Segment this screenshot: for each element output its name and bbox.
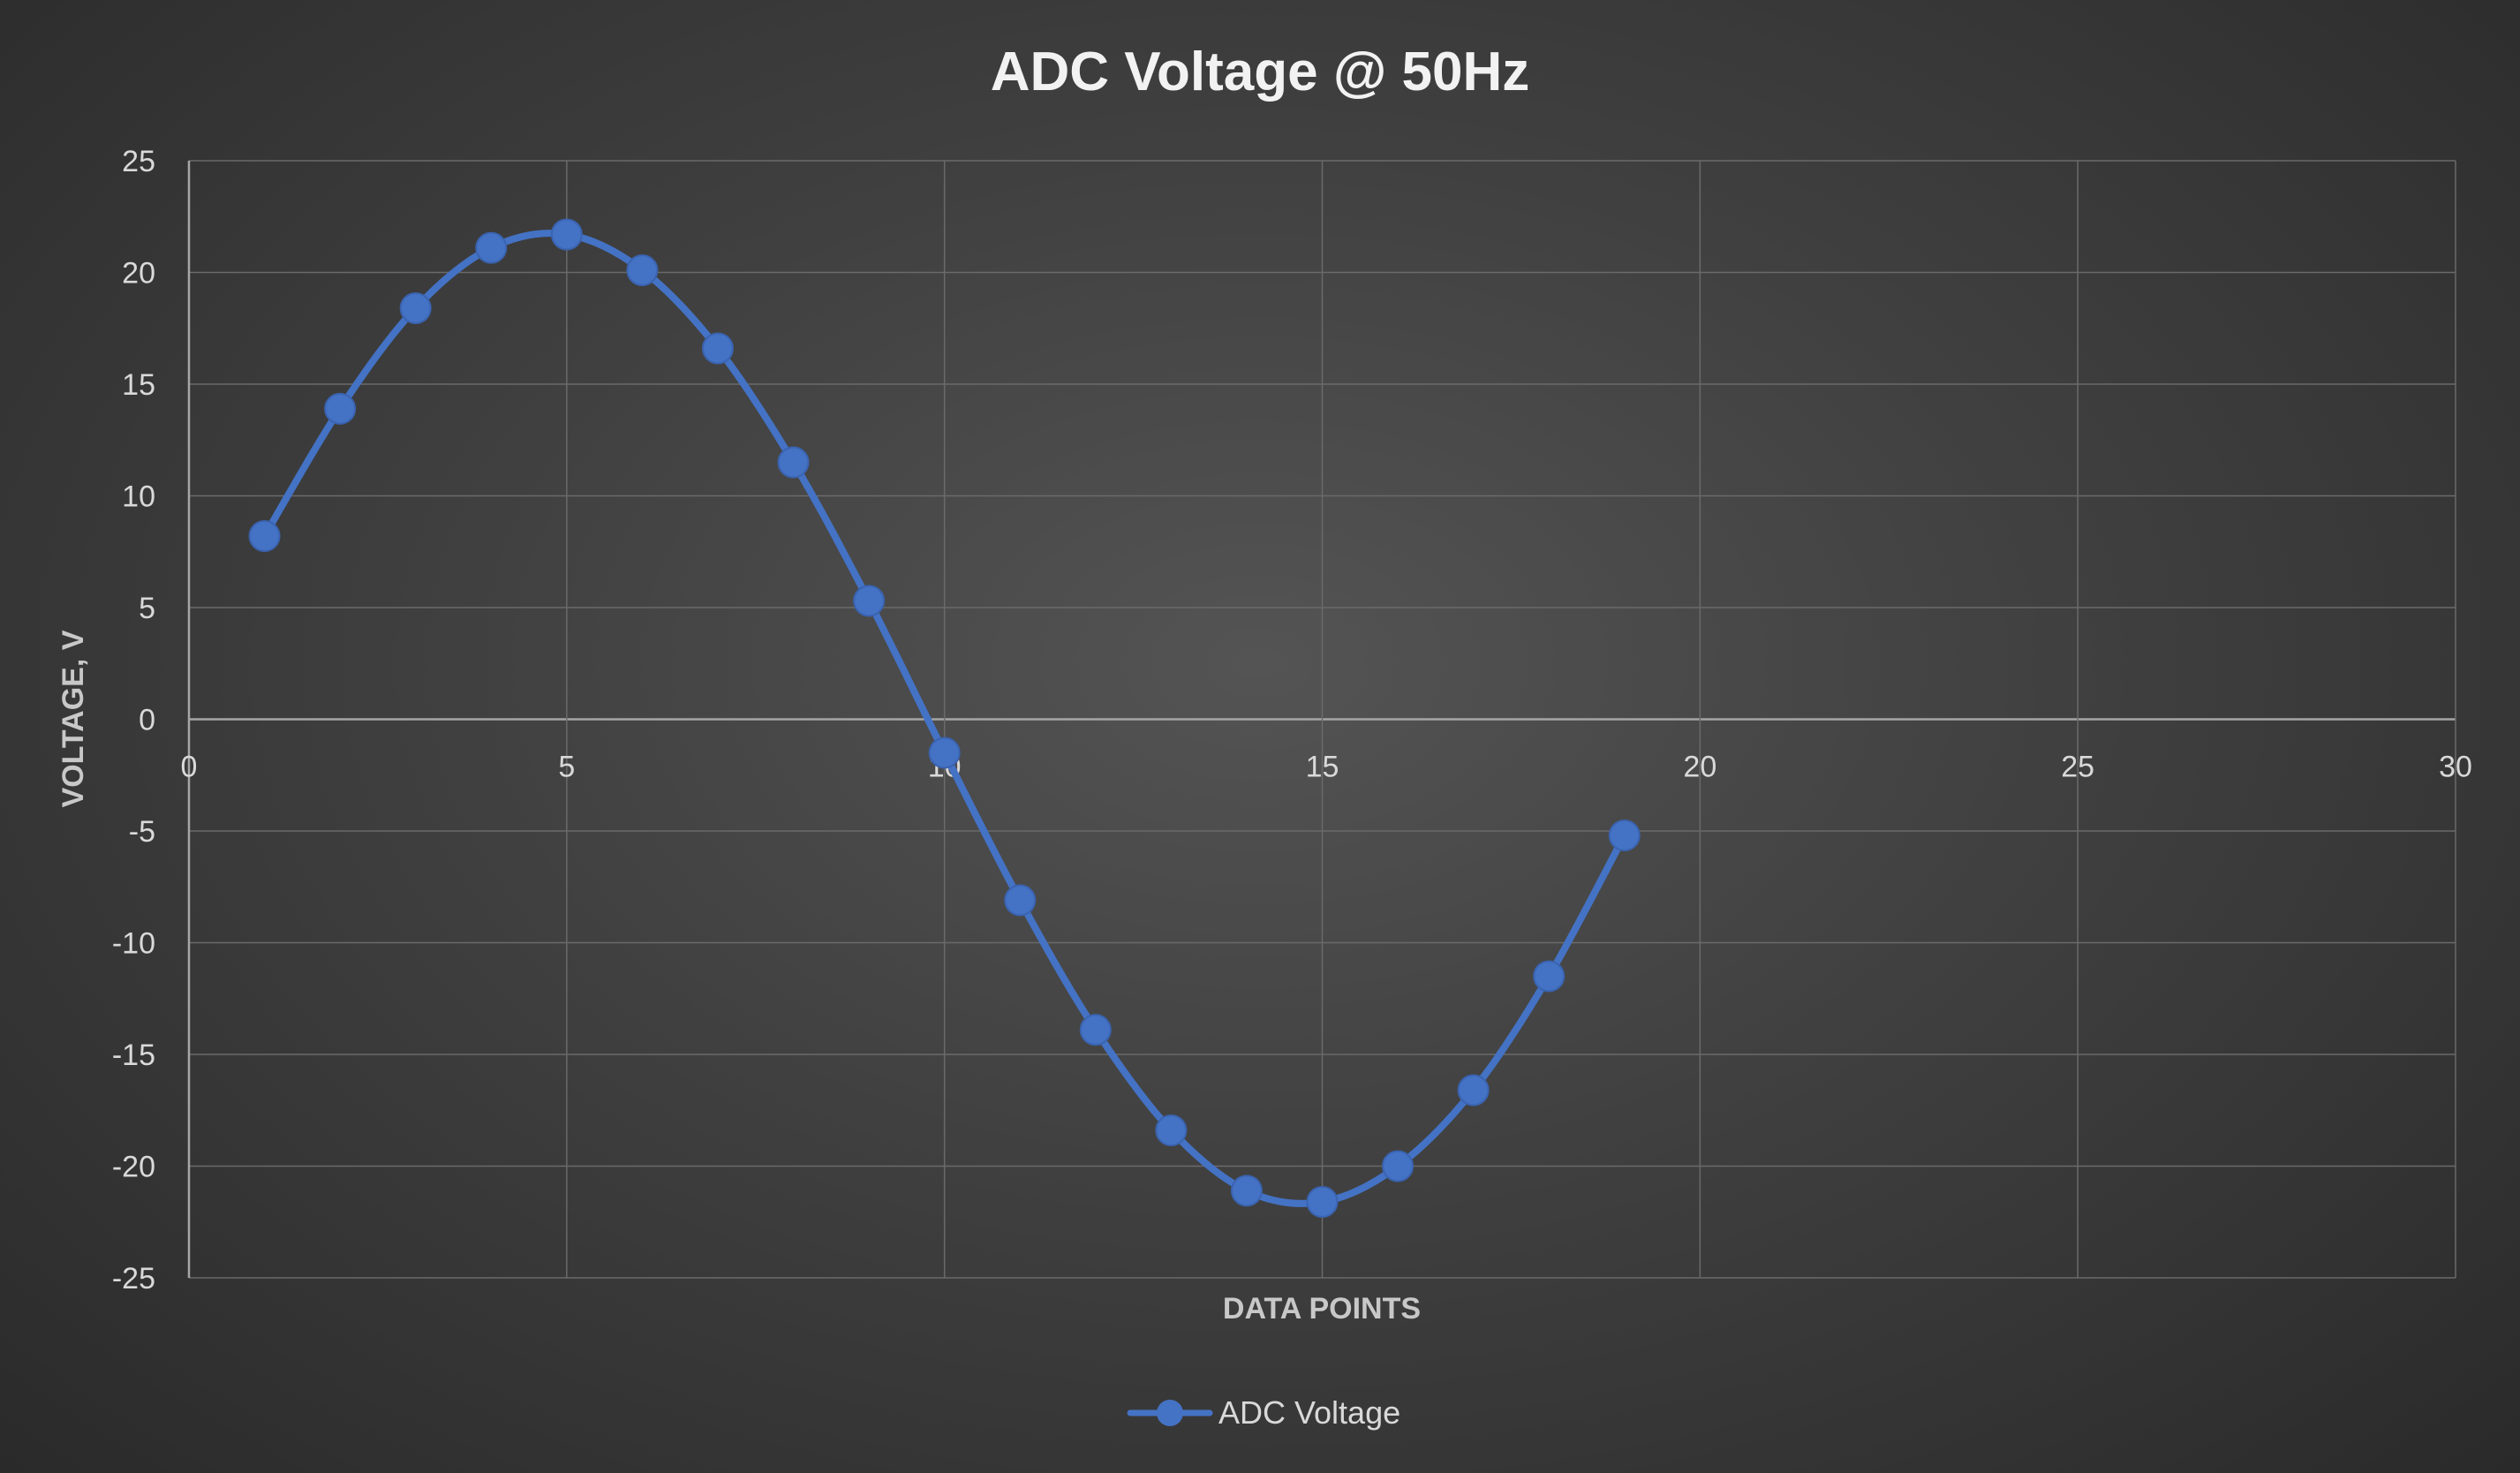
data-point — [1155, 1114, 1188, 1147]
y-tick-label: -20 — [112, 1151, 155, 1184]
x-tick-label: 0 — [181, 751, 198, 784]
legend: ADC Voltage — [1127, 1394, 1400, 1431]
x-tick-label: 20 — [1683, 751, 1716, 784]
y-tick-label: 20 — [122, 257, 155, 291]
legend-marker-icon — [1157, 1400, 1183, 1426]
data-point — [701, 332, 734, 365]
data-point — [1382, 1150, 1415, 1182]
data-point — [324, 392, 357, 425]
data-point — [853, 585, 886, 617]
data-point — [399, 291, 432, 324]
data-point — [1533, 960, 1566, 993]
data-point — [1004, 884, 1037, 917]
y-axis-label: VOLTAGE, V — [57, 630, 90, 807]
data-point — [475, 231, 508, 264]
data-point — [1230, 1175, 1263, 1207]
x-tick-label: 15 — [1306, 751, 1339, 784]
data-point — [626, 253, 659, 286]
x-tick-label: 25 — [2061, 751, 2094, 784]
data-point — [1608, 820, 1641, 852]
data-point — [777, 446, 810, 479]
y-tick-label: 0 — [139, 704, 155, 737]
y-tick-label: -25 — [112, 1262, 155, 1295]
y-tick-label: 25 — [122, 145, 155, 178]
y-tick-label: 15 — [122, 368, 155, 402]
x-axis-ticks: 051015202530 — [181, 751, 2472, 784]
x-axis-label: DATA POINTS — [1223, 1292, 1421, 1326]
y-tick-label: 10 — [122, 480, 155, 514]
data-point — [550, 218, 583, 251]
y-tick-label: -5 — [129, 815, 155, 849]
series-group — [248, 218, 1641, 1218]
data-point — [1079, 1014, 1112, 1046]
y-tick-label: 5 — [139, 592, 155, 625]
y-tick-label: -10 — [112, 927, 155, 961]
grid — [187, 160, 2456, 1279]
data-point — [1457, 1074, 1490, 1107]
y-tick-label: -15 — [112, 1039, 155, 1072]
chart-title: ADC Voltage @ 50Hz — [991, 42, 1530, 102]
x-tick-label: 30 — [2439, 751, 2472, 784]
y-axis-ticks: 25 20 15 10 5 0 -5 -10 -15 -20 -25 — [112, 145, 155, 1295]
data-point — [928, 736, 961, 769]
data-point — [248, 520, 281, 553]
data-point — [1306, 1185, 1339, 1218]
x-tick-label: 5 — [558, 751, 575, 784]
legend-label: ADC Voltage — [1219, 1394, 1400, 1431]
